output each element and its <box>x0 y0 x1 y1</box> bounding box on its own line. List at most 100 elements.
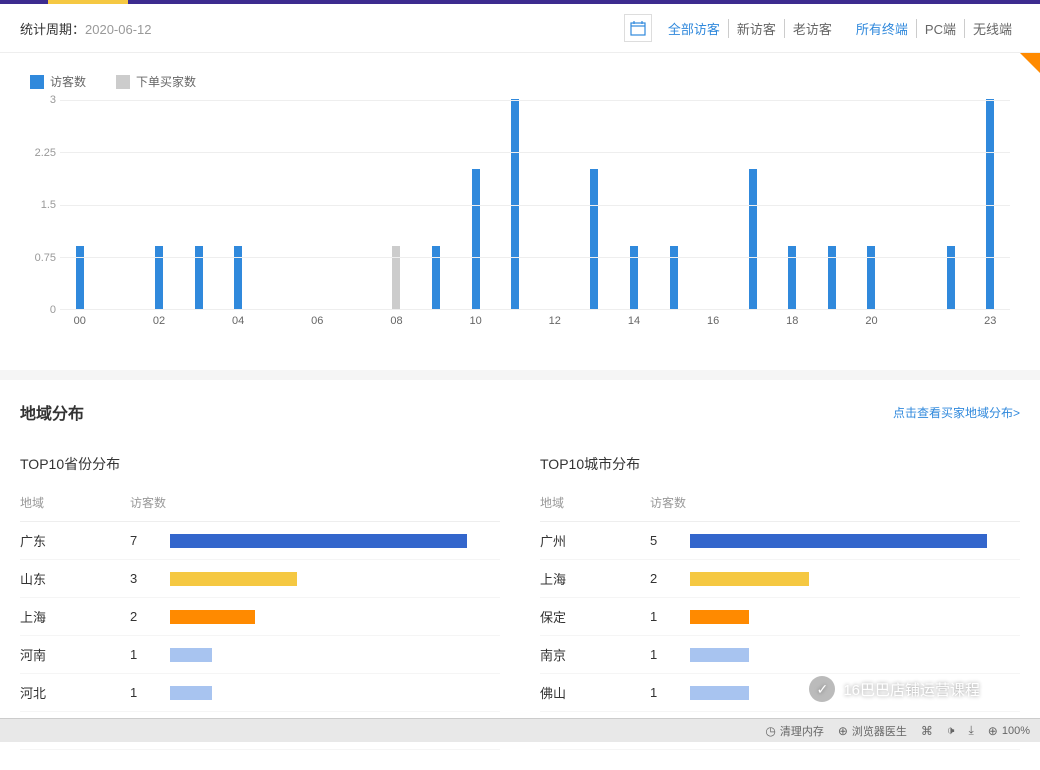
bar-visitors[interactable] <box>195 246 203 309</box>
legend-swatch <box>116 75 130 89</box>
status-browser-doctor[interactable]: ⊕ 浏览器医生 <box>838 723 907 739</box>
status-doctor-label: 浏览器医生 <box>852 723 907 739</box>
chart-area: 00.751.52.253 000204060810121416182023 <box>30 100 1020 340</box>
calendar-icon[interactable] <box>624 14 652 42</box>
filter-right: 全部访客新访客老访客 所有终端PC端无线端 <box>624 14 1020 42</box>
legend-item[interactable]: 下单买家数 <box>116 73 196 90</box>
td-value: 3 <box>130 571 170 586</box>
td-bar-wrap <box>170 686 500 700</box>
table-row: 保定1 <box>540 598 1020 636</box>
bar-visitors[interactable] <box>76 246 84 309</box>
rank-bar <box>170 610 255 624</box>
bar-group <box>788 246 796 309</box>
bar-group <box>195 246 203 309</box>
tab-所有终端[interactable]: 所有终端 <box>848 19 917 38</box>
y-tick: 3 <box>50 94 56 106</box>
tab-PC端[interactable]: PC端 <box>917 19 965 38</box>
rank-bar <box>170 648 212 662</box>
bar-visitors[interactable] <box>234 246 242 309</box>
status-clean-memory[interactable]: ◷清理内存 <box>765 723 823 739</box>
legend-item[interactable]: 访客数 <box>30 73 86 90</box>
bar-group <box>432 246 440 309</box>
bar-group <box>828 246 836 309</box>
bar-group <box>472 169 480 309</box>
th-location: 地域 <box>20 494 130 511</box>
legend-label: 下单买家数 <box>136 73 196 90</box>
bar-visitors[interactable] <box>630 246 638 309</box>
region-columns: TOP10省份分布 地域 访客数 广东7山东3上海2河南1河北1湖南1 TOP1… <box>20 454 1020 750</box>
rank-bar <box>170 572 297 586</box>
bar-group <box>76 246 84 309</box>
rank-bar <box>170 686 212 700</box>
rank-bar <box>690 648 749 662</box>
td-location: 河北 <box>20 683 130 702</box>
bar-group <box>590 169 598 309</box>
bar-visitors[interactable] <box>432 246 440 309</box>
x-tick: 18 <box>786 315 798 327</box>
td-bar-wrap <box>690 610 1020 624</box>
tab-无线端[interactable]: 无线端 <box>965 19 1020 38</box>
status-download[interactable]: ⤓ <box>968 723 973 738</box>
bar-visitors[interactable] <box>670 246 678 309</box>
td-value: 5 <box>650 533 690 548</box>
bar-visitors[interactable] <box>867 246 875 309</box>
period-date: 2020-06-12 <box>85 22 152 37</box>
table-row: 上海2 <box>540 560 1020 598</box>
province-title: TOP10省份分布 <box>20 454 500 474</box>
wechat-icon: ✓ <box>809 676 835 702</box>
bar-group <box>867 246 875 309</box>
tab-老访客[interactable]: 老访客 <box>785 19 840 38</box>
status-screenshot[interactable]: ⌘ <box>921 724 933 738</box>
y-tick: 2.25 <box>35 147 56 159</box>
period-label: 统计周期：2020-06-12 <box>20 19 152 38</box>
td-location: 广东 <box>20 531 130 550</box>
region-more-link[interactable]: 点击查看买家地域分布> <box>893 404 1020 421</box>
x-axis: 000204060810121416182023 <box>60 315 1010 335</box>
tab-新访客[interactable]: 新访客 <box>729 19 785 38</box>
grid-line <box>60 309 1010 310</box>
bar-visitors[interactable] <box>590 169 598 309</box>
status-zoom[interactable]: ⊕100% <box>988 724 1030 738</box>
status-clean-label: 清理内存 <box>780 723 824 739</box>
td-value: 2 <box>130 609 170 624</box>
td-location: 上海 <box>20 607 130 626</box>
status-mute[interactable]: 🕩 <box>947 723 955 738</box>
rank-bar <box>690 534 987 548</box>
y-tick: 1.5 <box>41 199 56 211</box>
chart-legend: 访客数 下单买家数 <box>30 73 1020 90</box>
x-tick: 14 <box>628 315 640 327</box>
city-column: TOP10城市分布 地域 访客数 广州5上海2保定1南京1佛山1烟台1 <box>540 454 1020 750</box>
tab-全部访客[interactable]: 全部访客 <box>660 19 729 38</box>
grid-line <box>60 257 1010 258</box>
bar-visitors[interactable] <box>749 169 757 309</box>
td-value: 1 <box>650 647 690 662</box>
bar-visitors[interactable] <box>155 246 163 309</box>
region-panel: 地域分布 点击查看买家地域分布> TOP10省份分布 地域 访客数 广东7山东3… <box>0 380 1040 770</box>
province-column: TOP10省份分布 地域 访客数 广东7山东3上海2河南1河北1湖南1 <box>20 454 500 750</box>
doctor-icon: ⊕ <box>838 724 848 738</box>
bar-group <box>234 246 242 309</box>
td-location: 广州 <box>540 531 650 550</box>
x-tick: 16 <box>707 315 719 327</box>
x-tick: 08 <box>390 315 402 327</box>
bar-visitors[interactable] <box>788 246 796 309</box>
status-bar: ◷清理内存 ⊕ 浏览器医生 ⌘ 🕩 ⤓ ⊕100% <box>0 718 1040 742</box>
bar-group <box>947 246 955 309</box>
td-location: 上海 <box>540 569 650 588</box>
bar-visitors[interactable] <box>828 246 836 309</box>
chart-plot <box>60 100 1010 310</box>
bar-visitors[interactable] <box>947 246 955 309</box>
x-tick: 10 <box>470 315 482 327</box>
x-tick: 23 <box>984 315 996 327</box>
x-tick: 02 <box>153 315 165 327</box>
x-tick: 00 <box>74 315 86 327</box>
table-row: 河北1 <box>20 674 500 712</box>
bar-orders[interactable] <box>392 246 400 309</box>
table-row: 山东3 <box>20 560 500 598</box>
bar-visitors[interactable] <box>472 169 480 309</box>
y-tick: 0.75 <box>35 252 56 264</box>
rank-bar <box>170 534 467 548</box>
th-visitors: 访客数 <box>650 494 690 511</box>
region-title: 地域分布 <box>20 400 84 424</box>
terminal-tabs: 所有终端PC端无线端 <box>848 19 1020 38</box>
